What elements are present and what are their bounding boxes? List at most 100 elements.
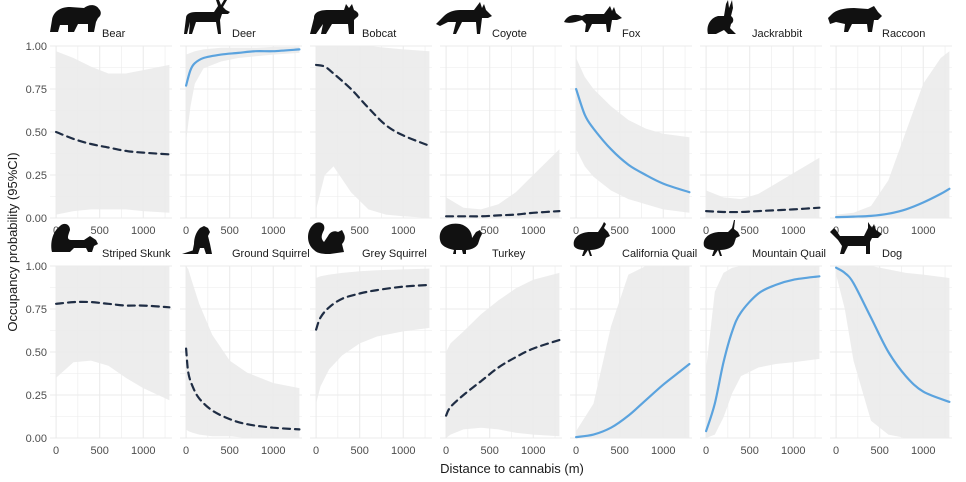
- jackrabbit-icon: [707, 0, 736, 34]
- fit-line-deer: [185, 48, 301, 87]
- x-tick-label: 1000: [911, 225, 935, 237]
- fit-line-turkey: [445, 338, 561, 417]
- panel-deer: 0 500 1000 Deer: [180, 0, 302, 237]
- confidence-band-bear: [56, 51, 170, 215]
- fox-icon: [564, 6, 622, 32]
- confidence-band-deer: [186, 46, 300, 141]
- x-tick-label: 0: [573, 445, 579, 457]
- panel-title: Coyote: [492, 28, 527, 40]
- panel-grey-squirrel: 0 500 1000 Grey Squirrel: [308, 222, 432, 457]
- panel-title: Fox: [622, 28, 641, 40]
- y-tick-label: 0.75: [26, 84, 47, 96]
- x-tick-label: 1000: [261, 445, 285, 457]
- confidence-band-california-quail: [576, 266, 690, 438]
- panel-title: Dog: [882, 248, 902, 260]
- x-tick-label: 500: [350, 445, 368, 457]
- panel-dog: 0 500 1000 Dog: [830, 222, 952, 457]
- x-tick-label: 1000: [391, 445, 415, 457]
- raccoon-icon: [828, 6, 882, 32]
- y-tick-label: 1.00: [26, 261, 47, 273]
- confidence-band-turkey: [446, 272, 560, 438]
- confidence-band-jackrabbit: [706, 157, 820, 218]
- panel-coyote: 05001000Coyote: [436, 2, 562, 237]
- panel-turkey: 0 500 1000 Turkey: [439, 223, 562, 457]
- panel-striped-skunk: 0 500 1000 Striped Skunk: [50, 223, 172, 457]
- panel-california-quail: 0 500 1000 California Quail: [570, 222, 697, 457]
- panel-title: Jackrabbit: [752, 28, 802, 40]
- panel-title: Deer: [232, 28, 256, 40]
- x-tick-label: 0: [703, 445, 709, 457]
- x-tick-label: 500: [220, 445, 238, 457]
- confidence-band-raccoon: [836, 51, 950, 219]
- fit-line-coyote: [445, 210, 561, 218]
- fit-line-dog: [835, 266, 951, 403]
- confidence-band-dog: [836, 266, 950, 438]
- x-tick-label: 0: [573, 225, 579, 237]
- grey-squirrel-icon: [308, 222, 345, 254]
- x-tick-label: 1000: [651, 225, 675, 237]
- x-tick-label: 0: [703, 225, 709, 237]
- confidence-band-coyote: [446, 149, 560, 218]
- y-tick-label: 0.00: [26, 213, 47, 225]
- panel-mountain-quail: 0 500 1000 Mountain Quail: [700, 220, 826, 457]
- bear-icon: [50, 5, 101, 32]
- fit-line-raccoon: [835, 187, 951, 219]
- x-tick-label: 1000: [521, 445, 545, 457]
- panel-title: Turkey: [492, 248, 526, 260]
- x-tick-label: 1000: [781, 445, 805, 457]
- panel-title: Bear: [102, 28, 126, 40]
- x-tick-label: 1000: [261, 225, 285, 237]
- fit-line-fox: [575, 87, 691, 194]
- x-tick-label: 1000: [131, 445, 155, 457]
- panel-bobcat: 05001000Bobcat: [310, 4, 432, 237]
- panel-title: Grey Squirrel: [362, 248, 427, 260]
- fit-line-bear: [55, 130, 171, 156]
- y-tick-label: 0.50: [26, 347, 47, 359]
- x-tick-label: 0: [443, 445, 449, 457]
- x-tick-label: 500: [480, 445, 498, 457]
- panel-fox: 0 500 1000 Fox: [564, 6, 692, 237]
- x-tick-label: 1000: [911, 445, 935, 457]
- panel-jackrabbit: 0 500 1000 Jackrabbit: [700, 0, 822, 237]
- x-tick-label: 0: [313, 445, 319, 457]
- y-tick-label: 0.25: [26, 390, 47, 402]
- confidence-band-mountain-quail: [706, 266, 820, 438]
- panel-title: Ground Squirrel: [232, 248, 310, 260]
- x-tick-label: 0: [183, 225, 189, 237]
- x-tick-label: 500: [740, 225, 758, 237]
- confidence-band-bobcat: [316, 46, 430, 218]
- x-tick-label: 1000: [391, 225, 415, 237]
- fit-line-grey-squirrel: [315, 283, 431, 331]
- x-tick-label: 500: [90, 225, 108, 237]
- y-tick-label: 0.25: [26, 170, 47, 182]
- y-tick-label: 0.50: [26, 127, 47, 139]
- panel-title: California Quail: [622, 248, 697, 260]
- x-tick-label: 1000: [521, 225, 545, 237]
- coyote-icon: [436, 2, 492, 34]
- x-tick-label: 500: [740, 445, 758, 457]
- x-tick-label: 1000: [131, 225, 155, 237]
- x-tick-label: 1000: [781, 225, 805, 237]
- confidence-band-striped-skunk: [56, 266, 170, 401]
- fit-line-ground-squirrel: [185, 347, 301, 431]
- panel-title: Raccoon: [882, 28, 925, 40]
- turkey-icon: [439, 223, 482, 254]
- panel-title: Bobcat: [362, 28, 396, 40]
- x-tick-label: 500: [350, 225, 368, 237]
- x-tick-label: 500: [220, 225, 238, 237]
- x-tick-label: 500: [90, 445, 108, 457]
- panel-raccoon: 05001000Raccoon: [828, 6, 952, 237]
- x-tick-label: 500: [610, 225, 628, 237]
- deer-icon: [184, 0, 230, 34]
- y-tick-label: 0.75: [26, 304, 47, 316]
- confidence-band-ground-squirrel: [186, 266, 300, 438]
- x-tick-label: 500: [870, 445, 888, 457]
- fit-line-bobcat: [315, 63, 431, 147]
- fit-line-california-quail: [575, 362, 691, 439]
- bobcat-icon: [310, 4, 359, 34]
- panel-ground-squirrel: 0 500 1000 Ground Squirrel: [180, 226, 310, 457]
- fit-line-jackrabbit: [705, 206, 821, 214]
- x-tick-label: 500: [610, 445, 628, 457]
